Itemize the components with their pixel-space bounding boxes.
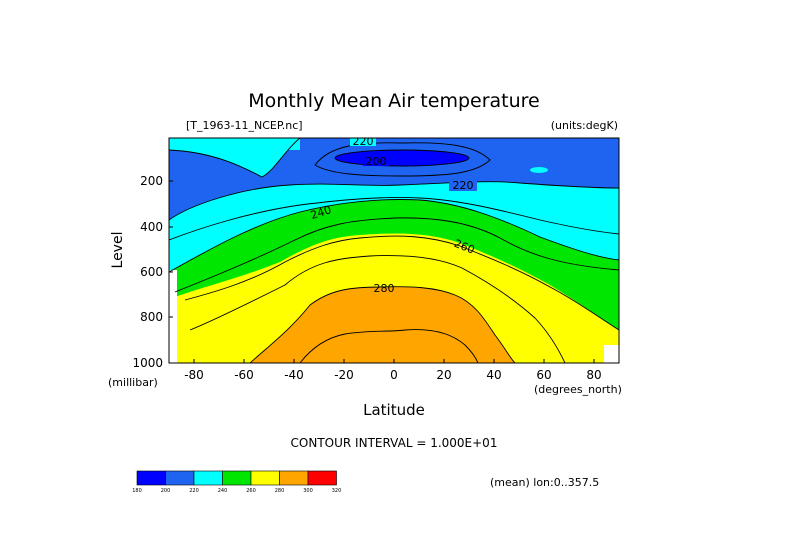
y-ticks: [169, 180, 173, 318]
band-280-300: [250, 286, 515, 363]
x-ticks: [193, 359, 595, 363]
x-tick-label: -60: [234, 368, 254, 382]
colorbar-level-label: 320: [332, 488, 342, 494]
contour-line: [299, 329, 479, 363]
colorbar-level-label: 280: [275, 488, 285, 494]
x-tick-label: 0: [390, 368, 398, 382]
colorbar-level-label: 300: [303, 488, 313, 494]
x-tick-label: -40: [284, 368, 304, 382]
x-tick-label: 60: [536, 368, 551, 382]
contour-line: [169, 199, 619, 273]
contour-line: [169, 138, 301, 178]
x-tick-label: -80: [184, 368, 204, 382]
contour-line: [174, 217, 619, 293]
contour-line: [249, 286, 516, 363]
contour-label: 280: [374, 282, 395, 295]
chart-title: Monthly Mean Air temperature: [248, 90, 539, 112]
band-220-patch: [530, 167, 548, 173]
contour-line: [169, 197, 619, 241]
y-units-label: (millibar): [108, 376, 158, 389]
y-tick-label: 200: [140, 174, 163, 188]
colorbar-swatch: [165, 470, 195, 486]
colorbar: 180 200 220 240 260 280 300 320: [132, 470, 342, 494]
colorbar-swatch: [136, 470, 166, 486]
contour-lines: [169, 138, 619, 363]
file-label: [T_1963-11_NCEP.nc]: [186, 119, 303, 132]
colorbar-swatch: [307, 470, 337, 486]
contour-line: [169, 181, 619, 221]
colorbar-level-label: 180: [132, 488, 142, 494]
contour-line: [334, 149, 470, 167]
colorbar-swatch: [279, 470, 309, 486]
footer-note: (mean) lon:0..357.5: [490, 476, 599, 489]
y-axis-label: Level: [110, 232, 126, 269]
colorbar-swatch: [250, 470, 280, 486]
contour-line: [184, 235, 619, 331]
x-tick-label: 20: [436, 368, 451, 382]
colorbar-level-label: 200: [161, 488, 171, 494]
contour-label: 220: [353, 135, 374, 148]
y-tick-label: 400: [140, 220, 163, 234]
contour-label: 200: [366, 155, 387, 168]
x-tick-label: 40: [486, 368, 501, 382]
x-tick-label: 80: [586, 368, 601, 382]
plot-area: 220 200 220 240 260 280: [169, 135, 619, 363]
contour-line: [189, 255, 566, 363]
colorbar-level-label: 260: [246, 488, 256, 494]
x-axis-label: Latitude: [363, 401, 425, 419]
contour-label: 220: [453, 179, 474, 192]
colorbar-swatch: [193, 470, 223, 486]
band-200-cold-core: [170, 138, 300, 150]
x-units-label: (degrees_north): [534, 383, 622, 396]
colorbar-swatch: [222, 470, 252, 486]
contour-interval: CONTOUR INTERVAL = 1.000E+01: [291, 436, 498, 450]
missing-data-right: [604, 345, 619, 363]
colorbar-level-label: 220: [189, 488, 199, 494]
units-label: (units:degK): [551, 119, 618, 132]
y-tick-label: 1000: [132, 356, 163, 370]
x-tick-label: -20: [334, 368, 354, 382]
y-tick-label: 800: [140, 310, 163, 324]
colorbar-level-label: 240: [218, 488, 228, 494]
contour-label: 240: [309, 203, 333, 222]
y-tick-label: 600: [140, 265, 163, 279]
